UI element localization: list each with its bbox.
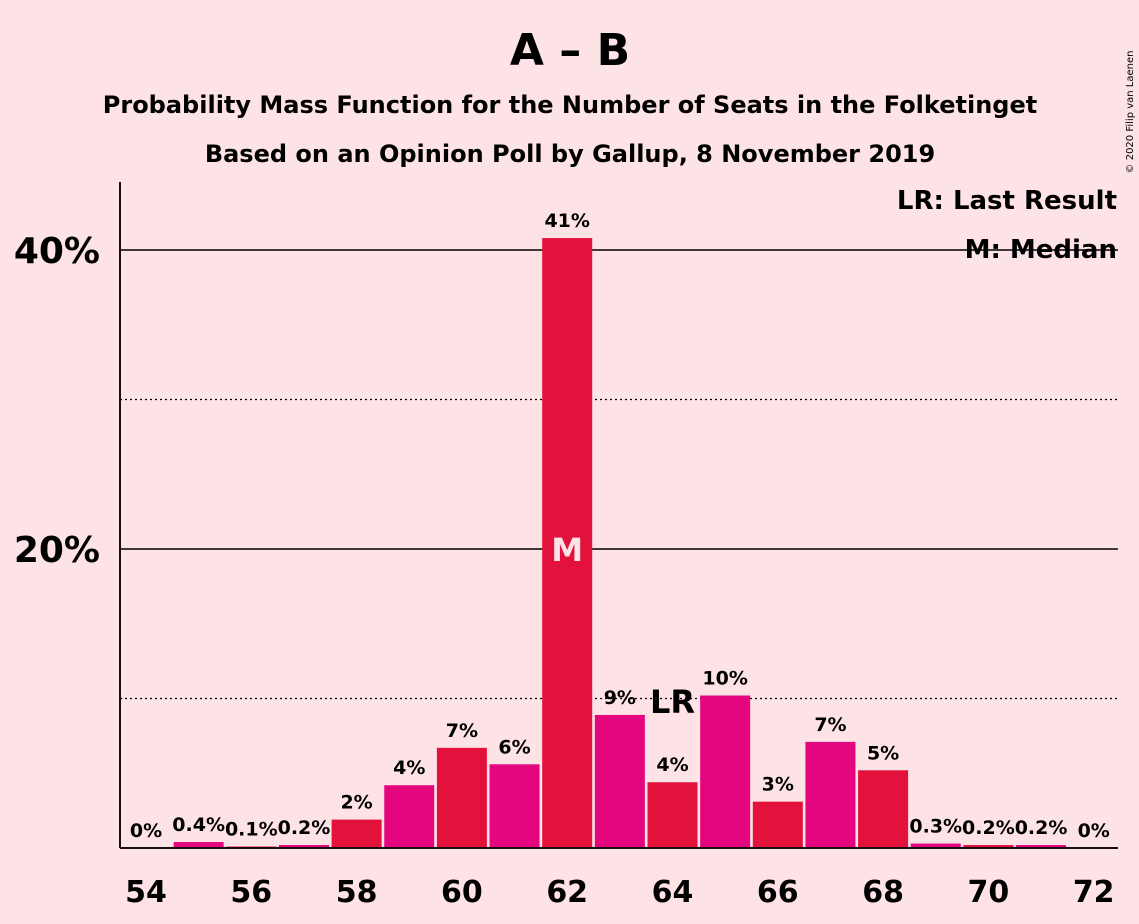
data-label: 7% — [446, 720, 478, 742]
copyright-notice: © 2020 Filip van Laenen — [1125, 51, 1136, 174]
bars — [173, 238, 1067, 849]
bar — [594, 714, 645, 848]
x-tick-label: 64 — [652, 875, 694, 910]
x-tick-label: 70 — [968, 875, 1010, 910]
bar — [542, 238, 593, 849]
bar — [331, 819, 382, 848]
data-label: 0.2% — [278, 817, 331, 839]
data-label: 0% — [130, 820, 162, 842]
bar — [963, 845, 1014, 848]
x-tick-label: 72 — [1073, 875, 1115, 910]
axes: 20% 40% 54 56 58 60 62 64 66 68 70 72 — [14, 182, 1118, 910]
x-tick-label: 62 — [546, 875, 588, 910]
bar — [752, 801, 803, 848]
data-labels: 0% 0.4% 0.1% 0.2%2%4%7%6%41%9%4%10%3%7%5%0.… — [130, 210, 1110, 842]
bar — [700, 695, 751, 848]
gridlines — [120, 249, 1118, 700]
data-label: 0.4% — [172, 814, 225, 836]
data-label: 4% — [656, 754, 688, 776]
legend-median: M: Median — [965, 235, 1117, 265]
bar — [278, 845, 329, 848]
bar — [1016, 845, 1067, 848]
bar — [489, 764, 540, 848]
data-label: 0.1% — [225, 819, 278, 841]
data-label: 5% — [867, 742, 899, 764]
chart-subtitle-line1: Probability Mass Function for the Number… — [103, 91, 1037, 119]
bar — [173, 842, 224, 848]
x-tick-label: 58 — [336, 875, 378, 910]
x-tick-label: 54 — [125, 875, 167, 910]
x-tick-label: 66 — [757, 875, 799, 910]
data-label: 4% — [393, 757, 425, 779]
bar — [436, 747, 487, 848]
data-label: 6% — [498, 736, 530, 758]
data-label: 41% — [544, 210, 589, 232]
data-label: 0.2% — [962, 817, 1015, 839]
data-label: 9% — [604, 687, 636, 709]
data-label: 0.3% — [909, 816, 962, 838]
data-label: 2% — [340, 792, 372, 814]
x-tick-label: 68 — [862, 875, 904, 910]
last-result-marker: LR — [650, 683, 695, 721]
data-label: 10% — [702, 668, 747, 690]
chart-subtitle-line2: Based on an Opinion Poll by Gallup, 8 No… — [205, 140, 935, 168]
data-label: 0% — [1078, 820, 1110, 842]
x-tick-label: 56 — [230, 875, 272, 910]
bar — [384, 785, 435, 848]
data-label: 7% — [814, 714, 846, 736]
data-label: 0.2% — [1015, 817, 1068, 839]
y-tick-label: 40% — [14, 231, 100, 272]
bar — [805, 741, 856, 848]
legend-last-result: LR: Last Result — [897, 186, 1117, 216]
data-label: 3% — [762, 774, 794, 796]
median-marker: M — [551, 531, 583, 569]
chart-title: A – B — [510, 25, 630, 76]
bar — [910, 843, 961, 848]
bar — [647, 782, 698, 848]
x-tick-label: 60 — [441, 875, 483, 910]
y-tick-label: 20% — [14, 530, 100, 571]
bar — [858, 770, 909, 848]
